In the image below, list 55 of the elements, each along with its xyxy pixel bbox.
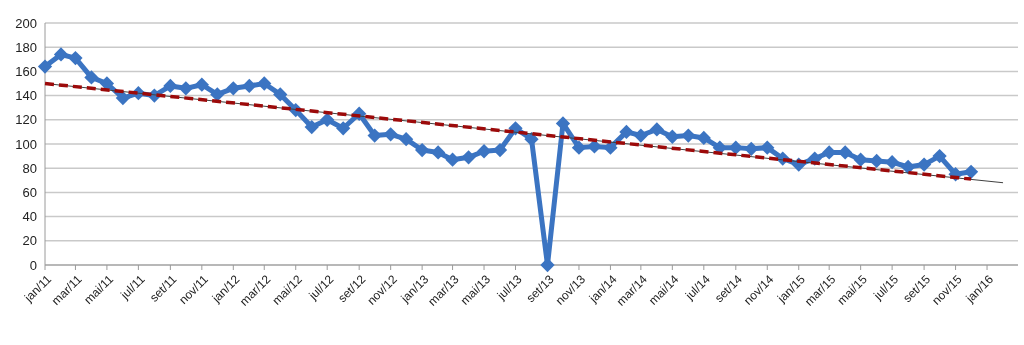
point	[304, 119, 319, 135]
point	[665, 129, 680, 144]
point	[587, 139, 602, 154]
point	[383, 127, 398, 142]
point	[84, 70, 99, 85]
y-tick-label: 40	[22, 209, 37, 225]
point	[853, 152, 868, 167]
point	[226, 81, 241, 96]
point	[53, 47, 69, 62]
point	[696, 130, 711, 146]
y-tick-label: 0	[29, 257, 37, 273]
y-tick-label: 20	[22, 233, 37, 249]
point	[869, 153, 884, 169]
y-tick-label: 200	[15, 15, 37, 31]
point	[461, 150, 476, 165]
point	[68, 50, 83, 66]
point	[744, 141, 759, 156]
point	[257, 76, 272, 91]
point	[900, 159, 916, 175]
point	[242, 78, 257, 94]
point	[681, 128, 696, 143]
y-tick-label: 120	[15, 112, 37, 128]
point	[603, 140, 618, 155]
point	[649, 122, 665, 137]
point	[932, 148, 947, 164]
y-tick-label: 60	[22, 184, 37, 200]
point	[760, 140, 775, 155]
y-tick-label: 160	[15, 63, 37, 79]
point	[414, 142, 430, 158]
point	[398, 132, 414, 147]
point	[445, 152, 460, 167]
point	[37, 59, 53, 74]
point	[571, 140, 587, 155]
point	[476, 144, 492, 159]
point	[210, 87, 225, 102]
point	[367, 128, 382, 143]
y-tick-label: 180	[15, 39, 37, 55]
point	[963, 164, 979, 179]
point	[99, 76, 115, 91]
point	[178, 81, 193, 96]
point	[336, 121, 351, 136]
point	[838, 145, 853, 160]
point	[163, 78, 178, 94]
point	[194, 77, 209, 92]
point	[728, 140, 743, 155]
y-tick-label: 140	[15, 88, 37, 104]
y-tick-label: 100	[15, 136, 37, 152]
point	[273, 87, 288, 102]
point	[430, 145, 446, 160]
point	[115, 90, 131, 106]
y-tick-label: 80	[22, 160, 37, 176]
point	[633, 128, 649, 143]
point	[916, 157, 932, 172]
point	[320, 112, 335, 127]
point	[619, 124, 634, 140]
